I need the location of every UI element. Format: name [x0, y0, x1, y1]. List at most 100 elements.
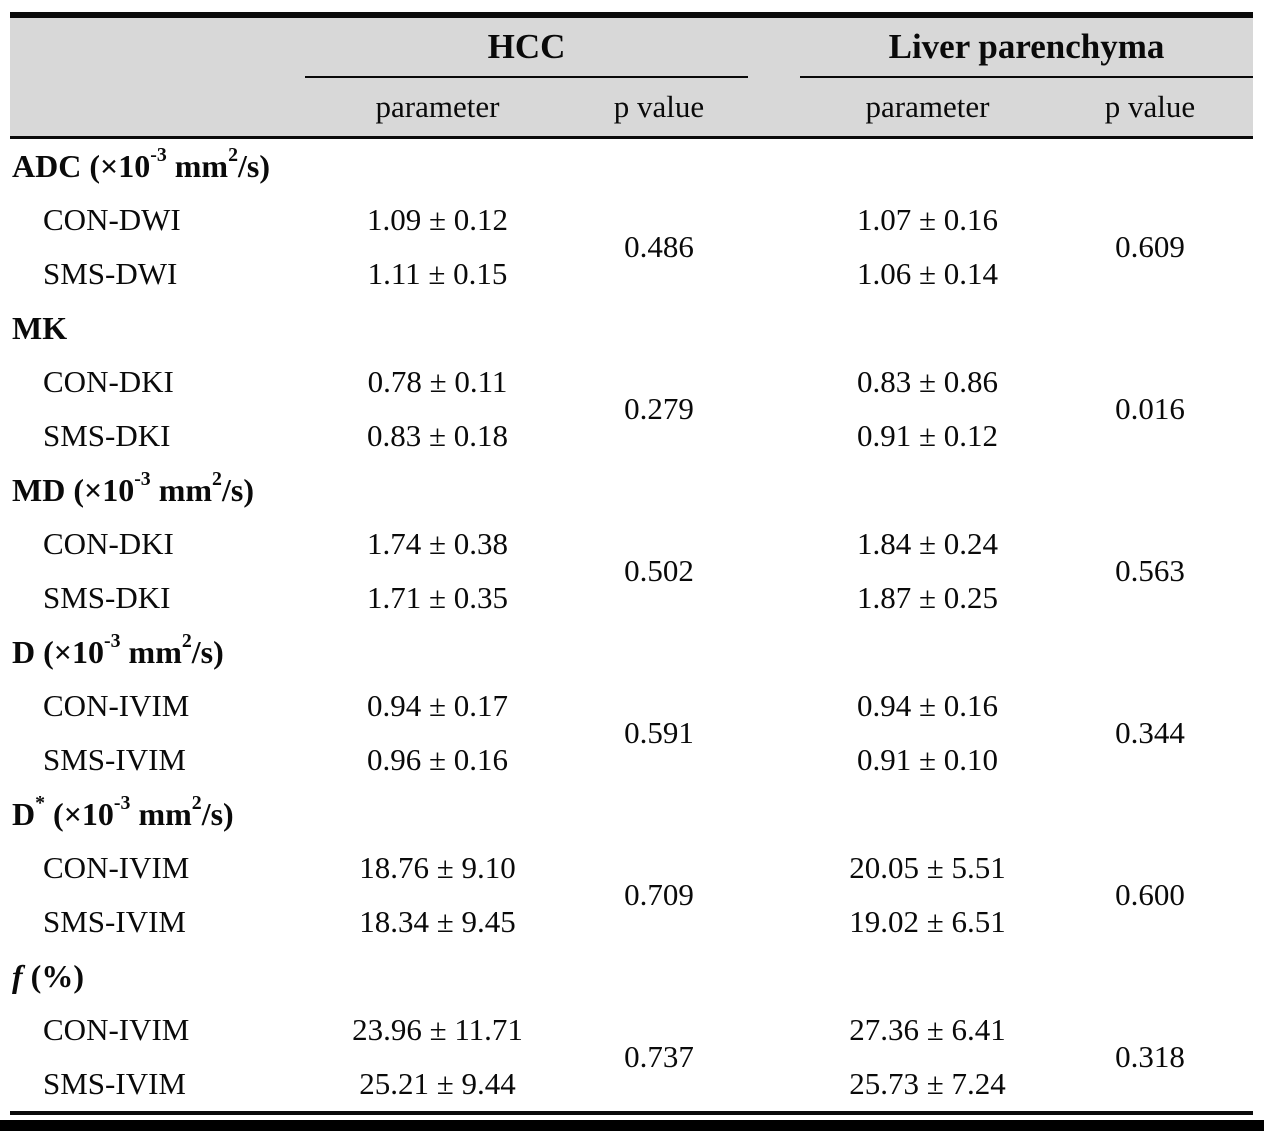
column-group-hcc: HCC — [305, 18, 748, 78]
liver-p-value: 0.600 — [1115, 877, 1185, 912]
liver-parameter-value: 1.84 ± 0.24 — [856, 526, 998, 561]
hcc-p-value: 0.486 — [624, 229, 694, 264]
hcc-parameter-value: 1.74 ± 0.38 — [366, 526, 508, 561]
liver-parameter-value: 1.87 ± 0.25 — [856, 580, 998, 615]
liver-parameter-value: 0.83 ± 0.86 — [856, 364, 998, 399]
hcc-parameter-value: 0.78 ± 0.11 — [367, 364, 508, 399]
table-section: D (×10 -3 mm 2/s) CON-IVIM 0.94 ± 0.17 0.94 ±… — [10, 625, 1253, 787]
section-label: MD (×10 -3 mm 2/s) — [10, 463, 1253, 517]
hcc-parameter-value: 1.09 ± 0.12 — [366, 202, 508, 237]
row-label: CON-DKI — [43, 364, 174, 399]
section-label-superscript: 2 — [181, 629, 192, 652]
section-label-text: mm — [166, 147, 229, 184]
section-label-text: D (×10 — [12, 633, 104, 670]
liver-p-value: 0.609 — [1115, 229, 1185, 264]
section-label-text: /s) — [201, 795, 234, 832]
table-section: MK CON-DKI 0.78 ± 0.11 0.83 ± 0.86 SMS-DKI 0.… — [10, 301, 1253, 463]
row-label: SMS-DKI — [43, 418, 171, 453]
row-label: CON-IVIM — [43, 1012, 190, 1047]
liver-parameter-value: 0.91 ± 0.12 — [856, 418, 998, 453]
row-label: CON-IVIM — [43, 850, 190, 885]
column-group-liver-parenchyma: Liver parenchyma — [800, 18, 1253, 78]
section-label: D * (×10 -3 mm 2/s) — [10, 787, 1253, 841]
hcc-parameter-value: 18.34 ± 9.45 — [359, 904, 516, 939]
hcc-p-value: 0.737 — [624, 1039, 694, 1074]
table-section: D * (×10 -3 mm 2/s) CON-IVIM 18.76 ± 9.10 20.0… — [10, 787, 1253, 949]
hcc-p-value: 0.709 — [624, 877, 694, 912]
column-header-hcc-pvalue: p value — [613, 89, 705, 124]
section-label-text: mm — [130, 795, 192, 832]
table-section: ADC (×10 -3 mm 2/s) CON-DWI 1.09 ± 0.12 1.07 … — [10, 139, 1253, 301]
liver-parameter-value: 1.06 ± 0.14 — [856, 256, 998, 291]
section-label-text: ADC (×10 — [12, 147, 151, 184]
hcc-parameter-value: 25.21 ± 9.44 — [359, 1066, 516, 1101]
liver-p-value: 0.563 — [1115, 553, 1185, 588]
section-label-text: mm — [120, 633, 182, 670]
row-label: CON-IVIM — [43, 688, 190, 723]
hcc-parameter-value: 1.71 ± 0.35 — [366, 580, 508, 615]
column-group-liver-label: Liver parenchyma — [888, 27, 1165, 66]
column-group-hcc-label: HCC — [487, 27, 566, 66]
row-label: SMS-IVIM — [43, 742, 186, 777]
column-header-liver-pvalue: p value — [1104, 89, 1196, 124]
section-label: D (×10 -3 mm 2/s) — [10, 625, 1253, 679]
section-label-superscript: 2 — [212, 467, 222, 490]
hcc-parameter-value: 0.94 ± 0.17 — [366, 688, 508, 723]
liver-parameter-value: 0.94 ± 0.16 — [856, 688, 998, 723]
section-label: MK — [10, 301, 1253, 355]
table-section: MD (×10 -3 mm 2/s) CON-DKI 1.74 ± 0.38 1.84 ±… — [10, 463, 1253, 625]
section-label-text: /s) — [237, 147, 270, 184]
hcc-p-value: 0.502 — [624, 553, 694, 588]
table-top-rule — [10, 12, 1253, 18]
section-label-text: (%) — [22, 957, 84, 994]
table-bottom-rule — [10, 1111, 1253, 1115]
liver-p-value: 0.318 — [1115, 1039, 1185, 1074]
section-label: ADC (×10 -3 mm 2/s) — [10, 139, 1253, 193]
liver-parameter-value: 27.36 ± 6.41 — [849, 1012, 1006, 1047]
row-label: SMS-DKI — [43, 580, 171, 615]
row-label: SMS-IVIM — [43, 904, 186, 939]
liver-parameter-value: 20.05 ± 5.51 — [849, 850, 1006, 885]
table-body: ADC (×10 -3 mm 2/s) CON-DWI 1.09 ± 0.12 1.07 … — [10, 139, 1253, 1111]
row-label: CON-DWI — [43, 202, 181, 237]
hcc-parameter-value: 23.96 ± 11.71 — [352, 1012, 523, 1047]
section-label-text: (×10 — [45, 795, 114, 832]
section-label-superscript: 2 — [191, 791, 202, 814]
liver-p-value: 0.016 — [1115, 391, 1185, 426]
section-label-superscript: -3 — [134, 467, 151, 490]
liver-parameter-value: 1.07 ± 0.16 — [856, 202, 998, 237]
section-label-superscript: 2 — [228, 143, 238, 166]
row-label: SMS-DWI — [43, 256, 178, 291]
row-label: SMS-IVIM — [43, 1066, 186, 1101]
row-label: CON-DKI — [43, 526, 174, 561]
liver-parameter-value: 19.02 ± 6.51 — [849, 904, 1006, 939]
column-header-hcc-parameter: parameter — [375, 89, 500, 124]
hcc-parameter-value: 18.76 ± 9.10 — [359, 850, 516, 885]
liver-parameter-value: 25.73 ± 7.24 — [849, 1066, 1006, 1101]
column-header-liver-parameter: parameter — [865, 89, 990, 124]
section-label-text: D — [12, 795, 36, 832]
section-label-text: MK — [12, 309, 68, 346]
table-header: HCC Liver parenchyma parameter p value p… — [10, 18, 1253, 139]
hcc-parameter-value: 0.96 ± 0.16 — [366, 742, 508, 777]
section-label-text: /s) — [191, 633, 224, 670]
section-label-superscript: -3 — [150, 143, 167, 166]
liver-p-value: 0.344 — [1115, 715, 1185, 750]
hcc-parameter-value: 1.11 ± 0.15 — [367, 256, 508, 291]
hcc-parameter-value: 0.83 ± 0.18 — [366, 418, 508, 453]
hcc-p-value: 0.279 — [624, 391, 694, 426]
section-label-text: /s) — [221, 471, 254, 508]
figure-bottom-border — [0, 1120, 1264, 1131]
section-label-superscript: -3 — [113, 791, 131, 814]
section-label-superscript: * — [35, 791, 46, 814]
section-label-superscript: -3 — [104, 629, 121, 652]
table-section: f (%) CON-IVIM 23.96 ± 11.71 27.36 ± 6.41 SM… — [10, 949, 1253, 1111]
section-label-text: f — [12, 957, 23, 994]
section-label: f (%) — [10, 949, 1253, 1003]
hcc-p-value: 0.591 — [624, 715, 694, 750]
liver-parameter-value: 0.91 ± 0.10 — [856, 742, 998, 777]
section-label-text: mm — [150, 471, 213, 508]
results-table: HCC Liver parenchyma parameter p value p… — [10, 12, 1253, 1115]
section-label-text: MD (×10 — [12, 471, 135, 508]
